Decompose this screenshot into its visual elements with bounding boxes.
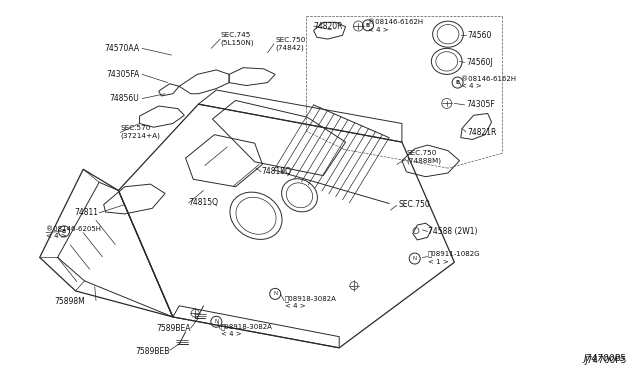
Text: N: N <box>214 319 218 324</box>
Text: 75898M: 75898M <box>54 297 85 306</box>
Text: 7589BEB: 7589BEB <box>135 347 170 356</box>
Text: SEC.750
(74888M): SEC.750 (74888M) <box>406 150 442 164</box>
Text: SEC.745
(5L150N): SEC.745 (5L150N) <box>221 32 255 46</box>
Text: ®08146-6162H
< 4 >: ®08146-6162H < 4 > <box>368 19 423 33</box>
Text: B: B <box>62 229 66 234</box>
Text: 74819Q: 74819Q <box>261 167 291 176</box>
Text: ⓝ08918-3082A
< 4 >: ⓝ08918-3082A < 4 > <box>221 323 273 337</box>
Text: 74570AA: 74570AA <box>104 44 140 53</box>
Text: 74815Q: 74815Q <box>189 198 219 207</box>
Text: 74811: 74811 <box>74 208 98 217</box>
Text: SEC.570
(37214+A): SEC.570 (37214+A) <box>120 125 160 140</box>
Text: N: N <box>273 291 277 296</box>
Text: B: B <box>366 23 370 28</box>
Text: 74588 (2W1): 74588 (2W1) <box>428 227 477 236</box>
Text: ®08146-6205H
< 4 >: ®08146-6205H < 4 > <box>46 226 101 239</box>
Text: 74305F: 74305F <box>466 100 495 109</box>
Text: 7589BEA: 7589BEA <box>156 324 191 333</box>
Text: SEC.750
(74842): SEC.750 (74842) <box>275 37 305 51</box>
Text: 74821R: 74821R <box>467 128 497 137</box>
Text: 74820R: 74820R <box>314 22 343 31</box>
Text: B: B <box>456 80 460 85</box>
Text: 74856U: 74856U <box>110 94 140 103</box>
Text: ⓝ08911-1082G
< 1 >: ⓝ08911-1082G < 1 > <box>428 251 480 265</box>
Text: 74560J: 74560J <box>466 58 493 67</box>
Text: J74700P5: J74700P5 <box>584 355 626 363</box>
Text: N: N <box>413 256 417 261</box>
Text: SEC.750: SEC.750 <box>398 200 430 209</box>
Text: ⓝ08918-3082A
< 4 >: ⓝ08918-3082A < 4 > <box>285 295 337 309</box>
Text: 74560: 74560 <box>467 31 492 40</box>
Text: 74305FA: 74305FA <box>106 70 140 79</box>
Text: J74700P5: J74700P5 <box>585 356 627 365</box>
Text: ®08146-6162H
< 4 >: ®08146-6162H < 4 > <box>461 76 516 89</box>
